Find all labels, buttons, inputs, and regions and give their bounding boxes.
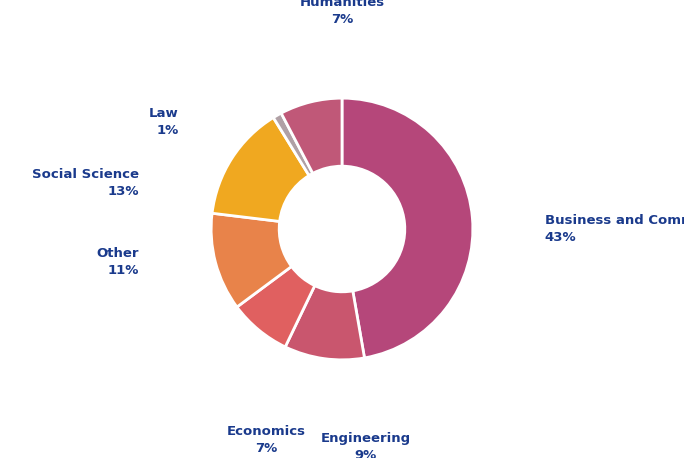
Wedge shape <box>212 118 309 221</box>
Text: Business and Commerce
43%: Business and Commerce 43% <box>545 214 684 244</box>
Wedge shape <box>237 267 315 347</box>
Wedge shape <box>274 113 313 175</box>
Text: Humanities
7%: Humanities 7% <box>300 0 384 26</box>
Wedge shape <box>211 213 291 307</box>
Text: Other
11%: Other 11% <box>96 247 139 277</box>
Wedge shape <box>281 98 342 174</box>
Text: Law
1%: Law 1% <box>148 107 179 136</box>
Wedge shape <box>342 98 473 358</box>
Text: Economics
7%: Economics 7% <box>226 425 306 455</box>
Text: Social Science
13%: Social Science 13% <box>32 168 139 198</box>
Wedge shape <box>285 286 365 360</box>
Text: Engineering
9%: Engineering 9% <box>321 432 410 458</box>
